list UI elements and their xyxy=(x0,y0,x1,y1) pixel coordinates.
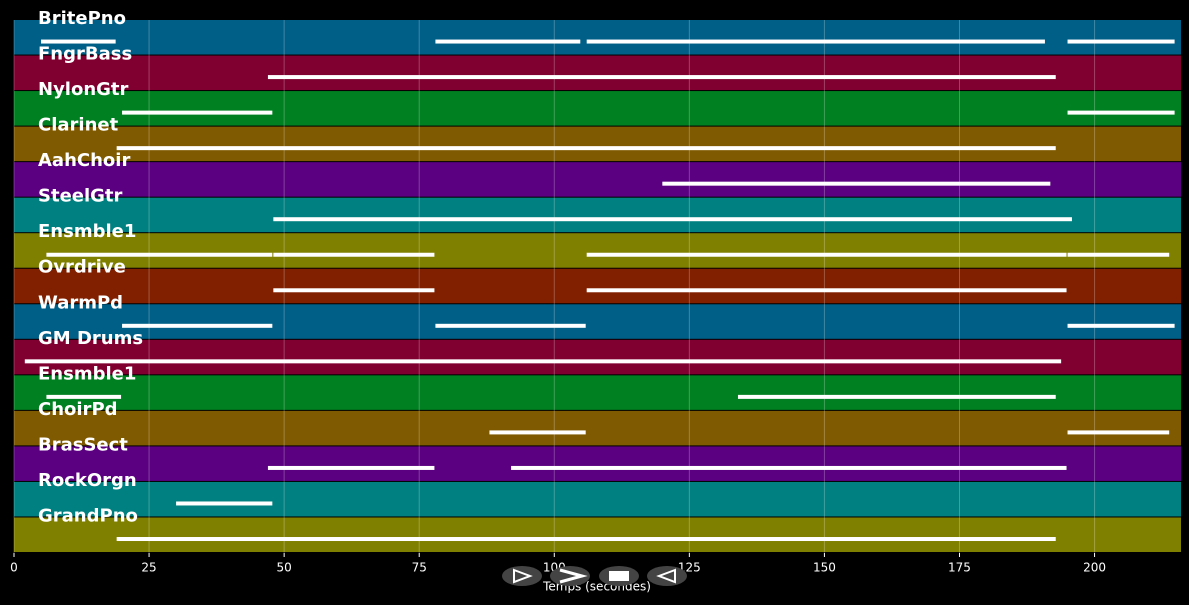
track-label: SteelGtr xyxy=(38,186,123,207)
note-segment xyxy=(1067,323,1175,328)
track-band xyxy=(14,55,1181,91)
note-segment xyxy=(737,394,1056,399)
x-tick-label: 0 xyxy=(10,561,18,575)
note-segment xyxy=(176,501,273,506)
note-segment xyxy=(267,465,435,470)
note-segment xyxy=(273,252,435,257)
note-segment xyxy=(511,465,1067,470)
note-segment xyxy=(586,252,1067,257)
track-label: Ovrdrive xyxy=(38,257,126,278)
track-band xyxy=(14,375,1181,410)
track-band xyxy=(14,197,1181,233)
track-label: BritePno xyxy=(38,8,126,29)
track-label: Ensmble1 xyxy=(38,363,136,384)
note-segment xyxy=(586,39,1045,44)
note-segment xyxy=(116,146,1056,151)
track-label: NylonGtr xyxy=(38,79,129,100)
note-segment xyxy=(116,537,1056,542)
track-band xyxy=(14,410,1181,446)
track-label: ChoirPd xyxy=(38,399,118,420)
note-segment xyxy=(1067,252,1170,257)
note-segment xyxy=(46,252,273,257)
note-segment xyxy=(46,394,122,399)
note-segment xyxy=(662,181,1051,186)
x-tick-label: 150 xyxy=(813,561,836,575)
track-label: RockOrgn xyxy=(38,470,137,491)
note-segment xyxy=(122,323,273,328)
note-segment xyxy=(24,359,1062,364)
track-band xyxy=(14,339,1181,375)
track-label: FngrBass xyxy=(38,44,132,65)
note-segment xyxy=(1067,110,1175,115)
note-segment xyxy=(586,288,1067,293)
stop-button[interactable] xyxy=(599,566,639,586)
track-label: BrasSect xyxy=(38,434,128,455)
note-segment xyxy=(435,323,586,328)
track-label: Clarinet xyxy=(38,115,119,136)
playback-controls xyxy=(502,566,687,586)
track-band xyxy=(14,481,1181,517)
play-button[interactable] xyxy=(502,566,542,586)
note-segment xyxy=(1067,430,1170,435)
x-tick-label: 50 xyxy=(276,561,291,575)
note-segment xyxy=(435,39,581,44)
x-tick-label: 200 xyxy=(1083,561,1106,575)
track-label: Ensmble1 xyxy=(38,221,136,242)
track-label: GrandPno xyxy=(38,505,138,526)
x-tick-label: 75 xyxy=(412,561,427,575)
track-band xyxy=(14,304,1181,339)
track-band xyxy=(14,446,1181,481)
track-band xyxy=(14,233,1181,268)
note-segment xyxy=(41,39,116,44)
forward-button[interactable] xyxy=(550,566,590,586)
track-band xyxy=(14,126,1181,162)
track-band xyxy=(14,20,1181,55)
track-label: GM Drums xyxy=(38,328,143,349)
note-segment xyxy=(1067,39,1175,44)
track-band xyxy=(14,517,1181,552)
track-label: AahChoir xyxy=(38,150,130,171)
note-segment xyxy=(273,217,1072,222)
note-segment xyxy=(267,75,1056,80)
track-band xyxy=(14,162,1181,197)
x-tick-label: 25 xyxy=(141,561,156,575)
rewind-button[interactable] xyxy=(647,566,687,586)
plot: 0 25 50 75 100 125 150 175 200BritePnoFngrBassNy… xyxy=(10,8,1181,575)
track-band xyxy=(14,91,1181,126)
note-segment xyxy=(489,430,586,435)
note-segment xyxy=(122,110,273,115)
x-tick-label: 175 xyxy=(948,561,971,575)
track-label: WarmPd xyxy=(38,292,123,313)
track-band xyxy=(14,268,1181,304)
note-segment xyxy=(273,288,435,293)
